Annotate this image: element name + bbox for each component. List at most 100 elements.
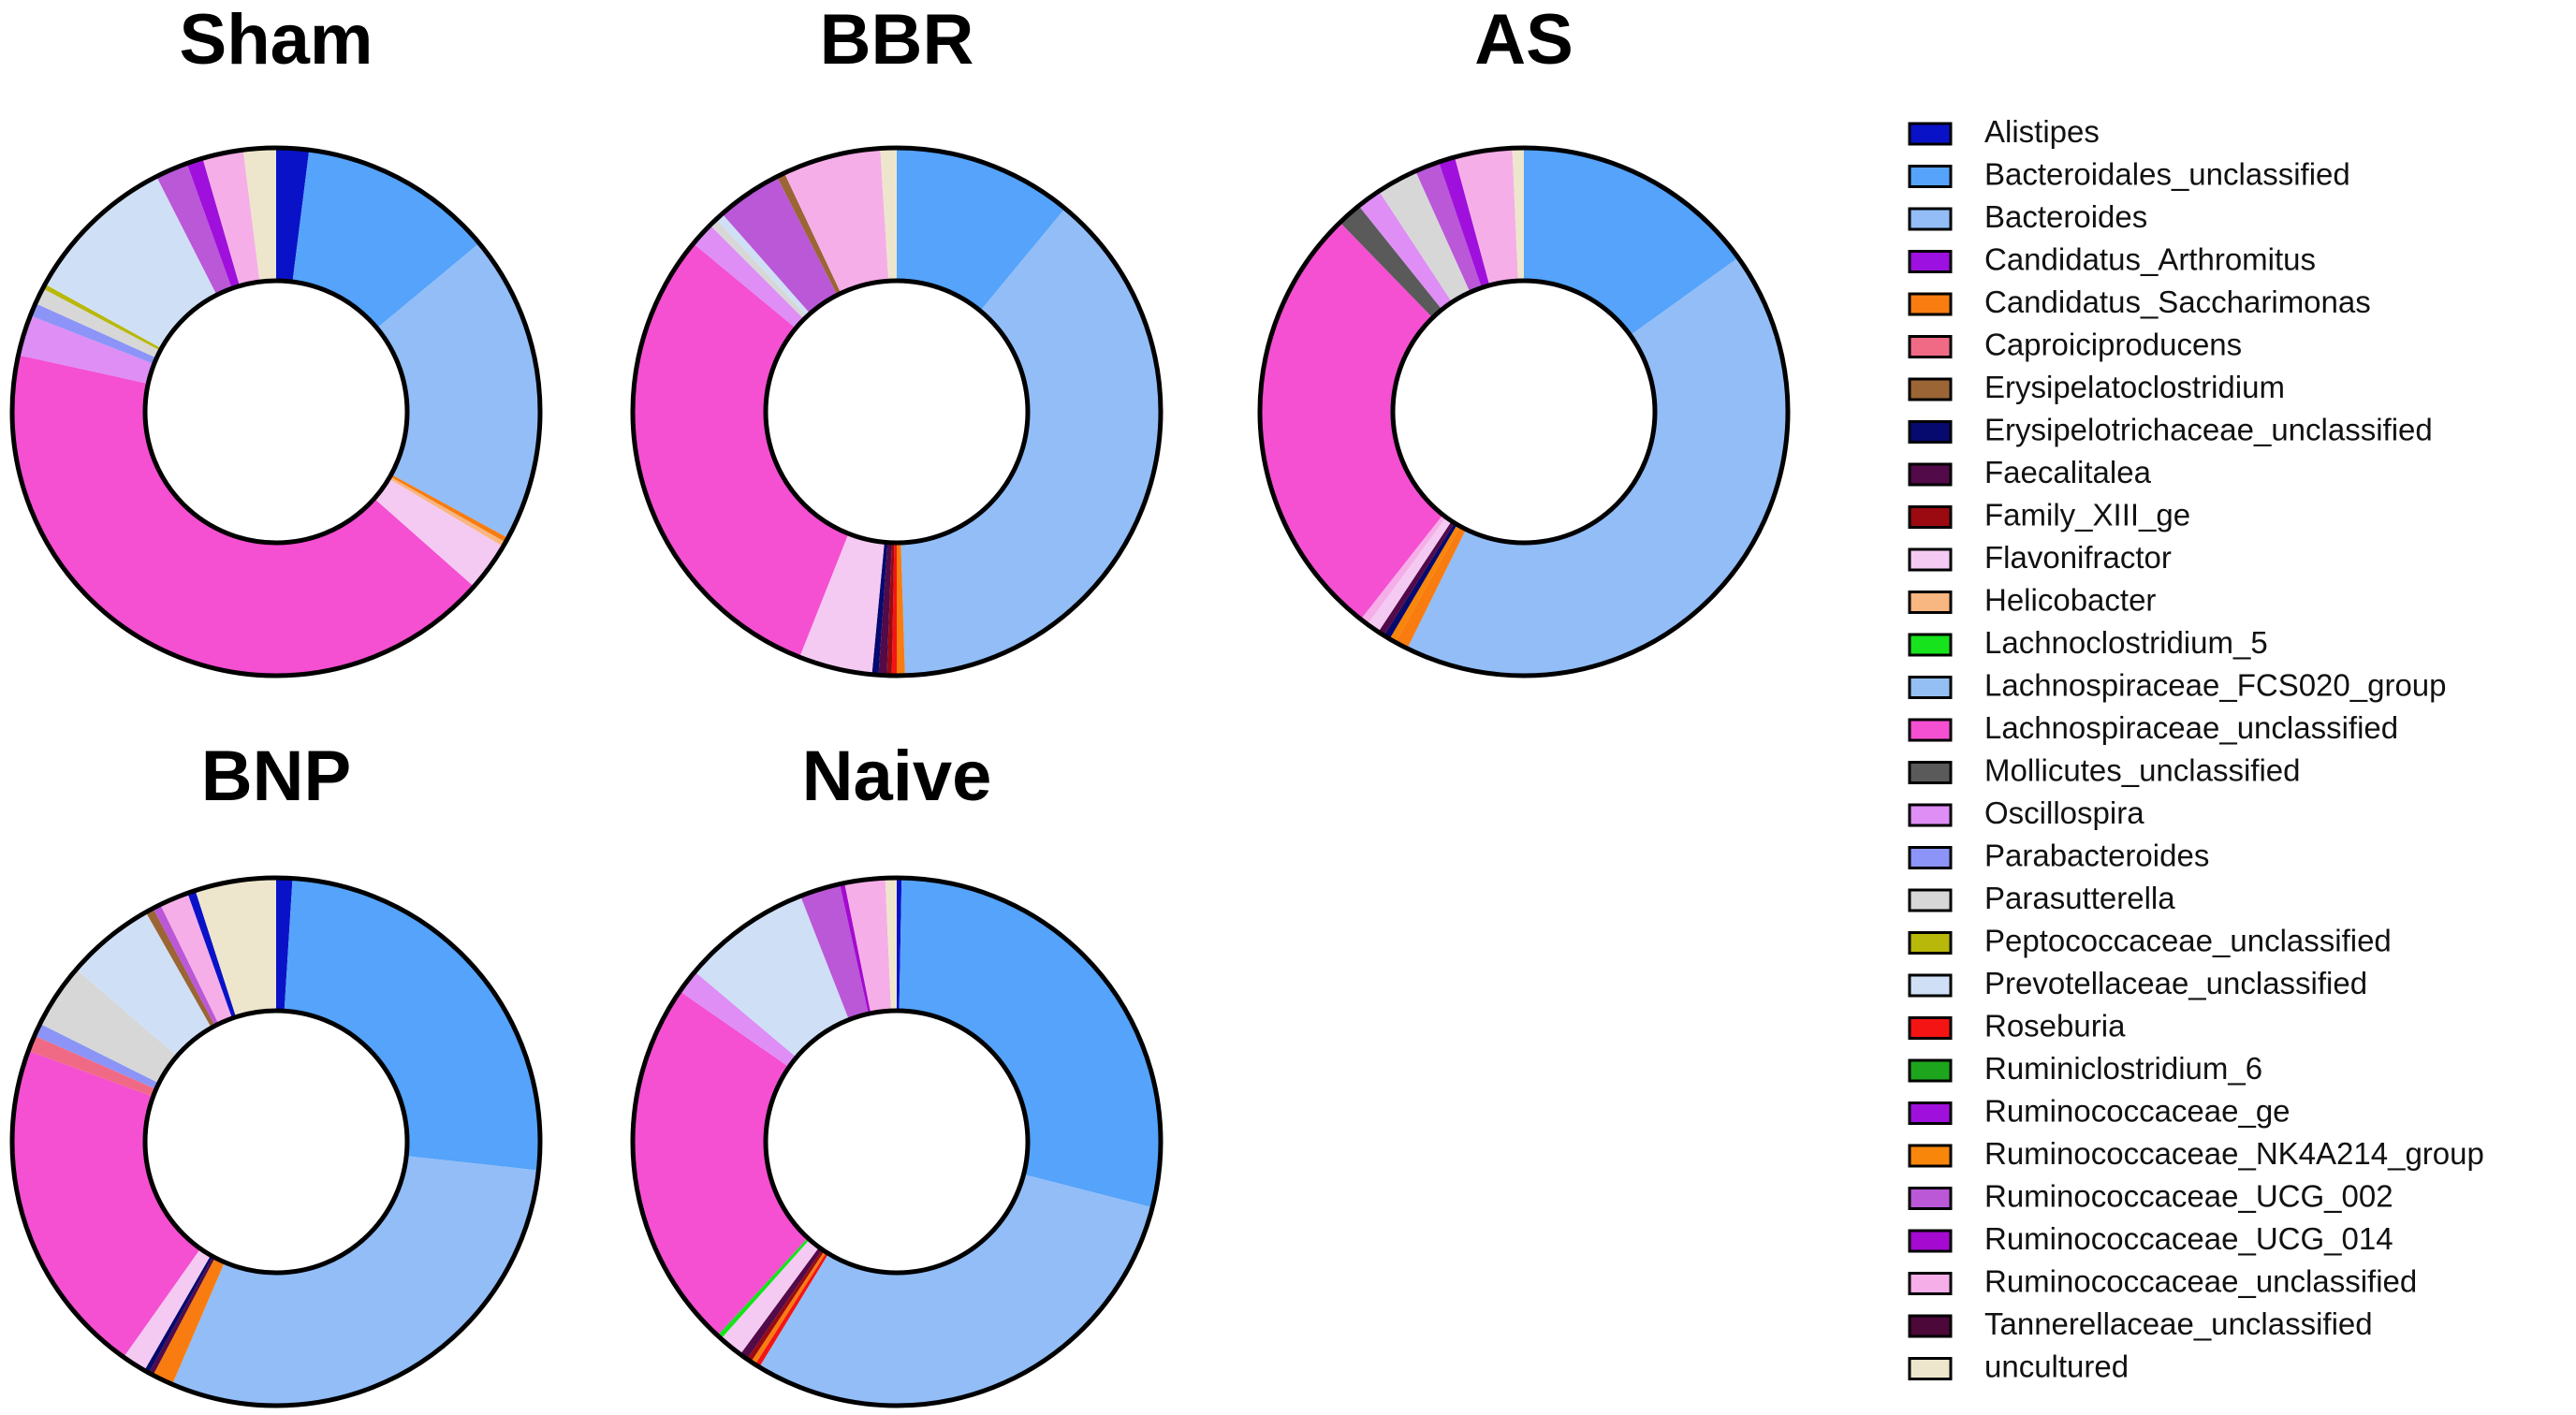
slice-lachnospiraceae-unclassified xyxy=(633,243,849,658)
slice-oscillospira xyxy=(693,225,805,328)
slice-prevotellaceae-unclassified xyxy=(76,912,212,1057)
outer-ring xyxy=(9,875,543,1408)
legend-label: Flavonifractor xyxy=(1984,540,2172,575)
legend-item: Bacteroides xyxy=(1908,199,2147,234)
chart-title: Sham xyxy=(180,0,373,80)
slice-roseburia xyxy=(754,1252,829,1367)
legend-label: Erysipelatoclostridium xyxy=(1984,370,2285,404)
slice-parasutterella xyxy=(710,219,808,320)
legend-swatch xyxy=(1908,1229,1953,1253)
legend-label: Candidatus_Arthromitus xyxy=(1984,242,2316,277)
chart-title: AS xyxy=(1474,0,1573,80)
slice-candidatus-saccharimonas xyxy=(389,474,508,543)
slice-ruminococcaceae-unclassified xyxy=(160,893,233,1025)
legend-swatch xyxy=(1908,633,1953,657)
slice-erysipelotrichaceae-unclassified xyxy=(144,1255,213,1373)
legend-swatch xyxy=(1908,292,1953,316)
slice-bacteroidales-unclassified xyxy=(1524,148,1738,336)
legend-item: Erysipelotrichaceae_unclassified xyxy=(1908,413,2433,447)
legend-item: Ruminococcaceae_ge xyxy=(1908,1094,2291,1129)
legend-item: Alistipes xyxy=(1908,114,2100,149)
legend-swatch xyxy=(1908,1357,1953,1380)
slice-bacteroidales-unclassified xyxy=(897,148,1065,312)
slice-faecalitalea xyxy=(878,542,892,676)
slice-faecalitalea xyxy=(1378,520,1455,636)
slice-ruminococcaceae-unclassified xyxy=(1360,515,1446,625)
legend-label: Lachnoclostridium_5 xyxy=(1984,625,2268,660)
donut-charts: Sham BBR AS BNP Naive xyxy=(9,0,1791,1408)
legend-item: Prevotellaceae_unclassified xyxy=(1908,966,2367,1000)
slice-alistipes xyxy=(276,878,293,1012)
slice-lachnoclostridium-5 xyxy=(717,1237,810,1339)
legend-item: Tannerellaceae_unclassified xyxy=(1908,1306,2373,1341)
slice-bacteroidales-unclassified xyxy=(284,878,540,1171)
slice-erysipelatoclostridium xyxy=(776,172,842,296)
legend-label: Erysipelotrichaceae_unclassified xyxy=(1984,413,2433,447)
slice-alistipes xyxy=(897,878,902,1012)
slice-bacteroides xyxy=(759,1174,1153,1406)
legend-item: Peptococcaceae_unclassified xyxy=(1908,924,2392,958)
slice-uncultured xyxy=(195,878,276,1017)
legend-swatch xyxy=(1908,335,1953,358)
inner-hole xyxy=(142,1008,410,1276)
slice-candidatus-saccharimonas xyxy=(897,542,905,676)
slice-erysipelotrichaceae-unclassified xyxy=(1383,522,1457,639)
legend-item: Ruminococcaceae_unclassified xyxy=(1908,1264,2417,1299)
legend-swatch xyxy=(1908,591,1953,614)
legend-item: Lachnospiraceae_unclassified xyxy=(1908,710,2398,745)
slice-ruminococcaceae-ucg-002 xyxy=(156,163,232,296)
legend-item: Ruminococcaceae_UCG_014 xyxy=(1908,1221,2393,1256)
slice-candidatus-saccharimonas xyxy=(153,1257,225,1385)
donut-sham: Sham xyxy=(9,0,543,678)
legend-swatch xyxy=(1908,1101,1953,1125)
slice-parabacteroides xyxy=(30,303,157,364)
slice-parasutterella xyxy=(35,288,161,358)
legend-swatch xyxy=(1908,931,1953,955)
legend-label: Parabacteroides xyxy=(1984,839,2209,873)
legend-item: Ruminiclostridium_6 xyxy=(1908,1051,2262,1086)
legend-item: Oscillospira xyxy=(1908,795,2144,830)
legend-label: Ruminococcaceae_UCG_014 xyxy=(1984,1221,2393,1256)
slice-ruminococcaceae-ge xyxy=(186,158,241,289)
slice-alistipes xyxy=(276,148,310,283)
legend-swatch xyxy=(1908,505,1953,529)
legend-label: Caproiciproducens xyxy=(1984,328,2242,362)
legend-item: Flavonifractor xyxy=(1908,540,2172,575)
slice-ruminococcaceae-ucg-002 xyxy=(1415,162,1482,293)
inner-hole xyxy=(763,1008,1031,1276)
legend-label: Mollicutes_unclassified xyxy=(1984,753,2301,788)
legend-swatch xyxy=(1908,888,1953,912)
slice-prevotellaceae-unclassified xyxy=(715,213,811,316)
legend-label: Parasutterella xyxy=(1984,881,2175,915)
legend-swatch xyxy=(1908,122,1953,146)
legend-swatch xyxy=(1908,803,1953,827)
slice-candidatus-saccharimonas xyxy=(1395,526,1467,649)
slice-roseburia xyxy=(891,542,897,676)
legend-item: Ruminococcaceae_UCG_002 xyxy=(1908,1179,2393,1214)
slice-ruminococcaceae-unclassified xyxy=(844,878,891,1014)
legend-label: Ruminiclostridium_6 xyxy=(1984,1051,2262,1086)
slice-caproiciproducens xyxy=(28,1035,156,1097)
donut-naive: Naive xyxy=(630,737,1164,1408)
slice-family-xiii-ge xyxy=(746,1249,825,1363)
legend-label: Bacteroides xyxy=(1984,199,2147,234)
donut-as: AS xyxy=(1257,0,1791,678)
slice-peptococcaceae-unclassified xyxy=(42,284,162,351)
slice-parasutterella xyxy=(1379,170,1471,302)
legend-label: Family_XIII_ge xyxy=(1984,498,2190,532)
legend-swatch xyxy=(1908,1058,1953,1083)
slice-ruminococcaceae-unclassified xyxy=(1455,148,1518,285)
legend-item: Parabacteroides xyxy=(1908,839,2209,873)
slice-bacteroides xyxy=(172,1156,539,1406)
slice-bacteroides xyxy=(376,242,540,538)
slice-alistipes xyxy=(187,890,237,1019)
legend-label: Tannerellaceae_unclassified xyxy=(1984,1306,2373,1341)
slice-ruminococcaceae-ge xyxy=(1439,156,1490,288)
legend-label: Candidatus_Saccharimonas xyxy=(1984,284,2371,319)
legend-swatch xyxy=(1908,250,1953,273)
chart-title: Naive xyxy=(802,737,992,816)
slice-family-xiii-ge xyxy=(886,542,895,676)
inner-hole xyxy=(1390,278,1658,546)
slice-ruminococcaceae-ucg-002 xyxy=(800,883,869,1020)
slice-lachnospiraceae-unclassified xyxy=(11,1050,201,1358)
